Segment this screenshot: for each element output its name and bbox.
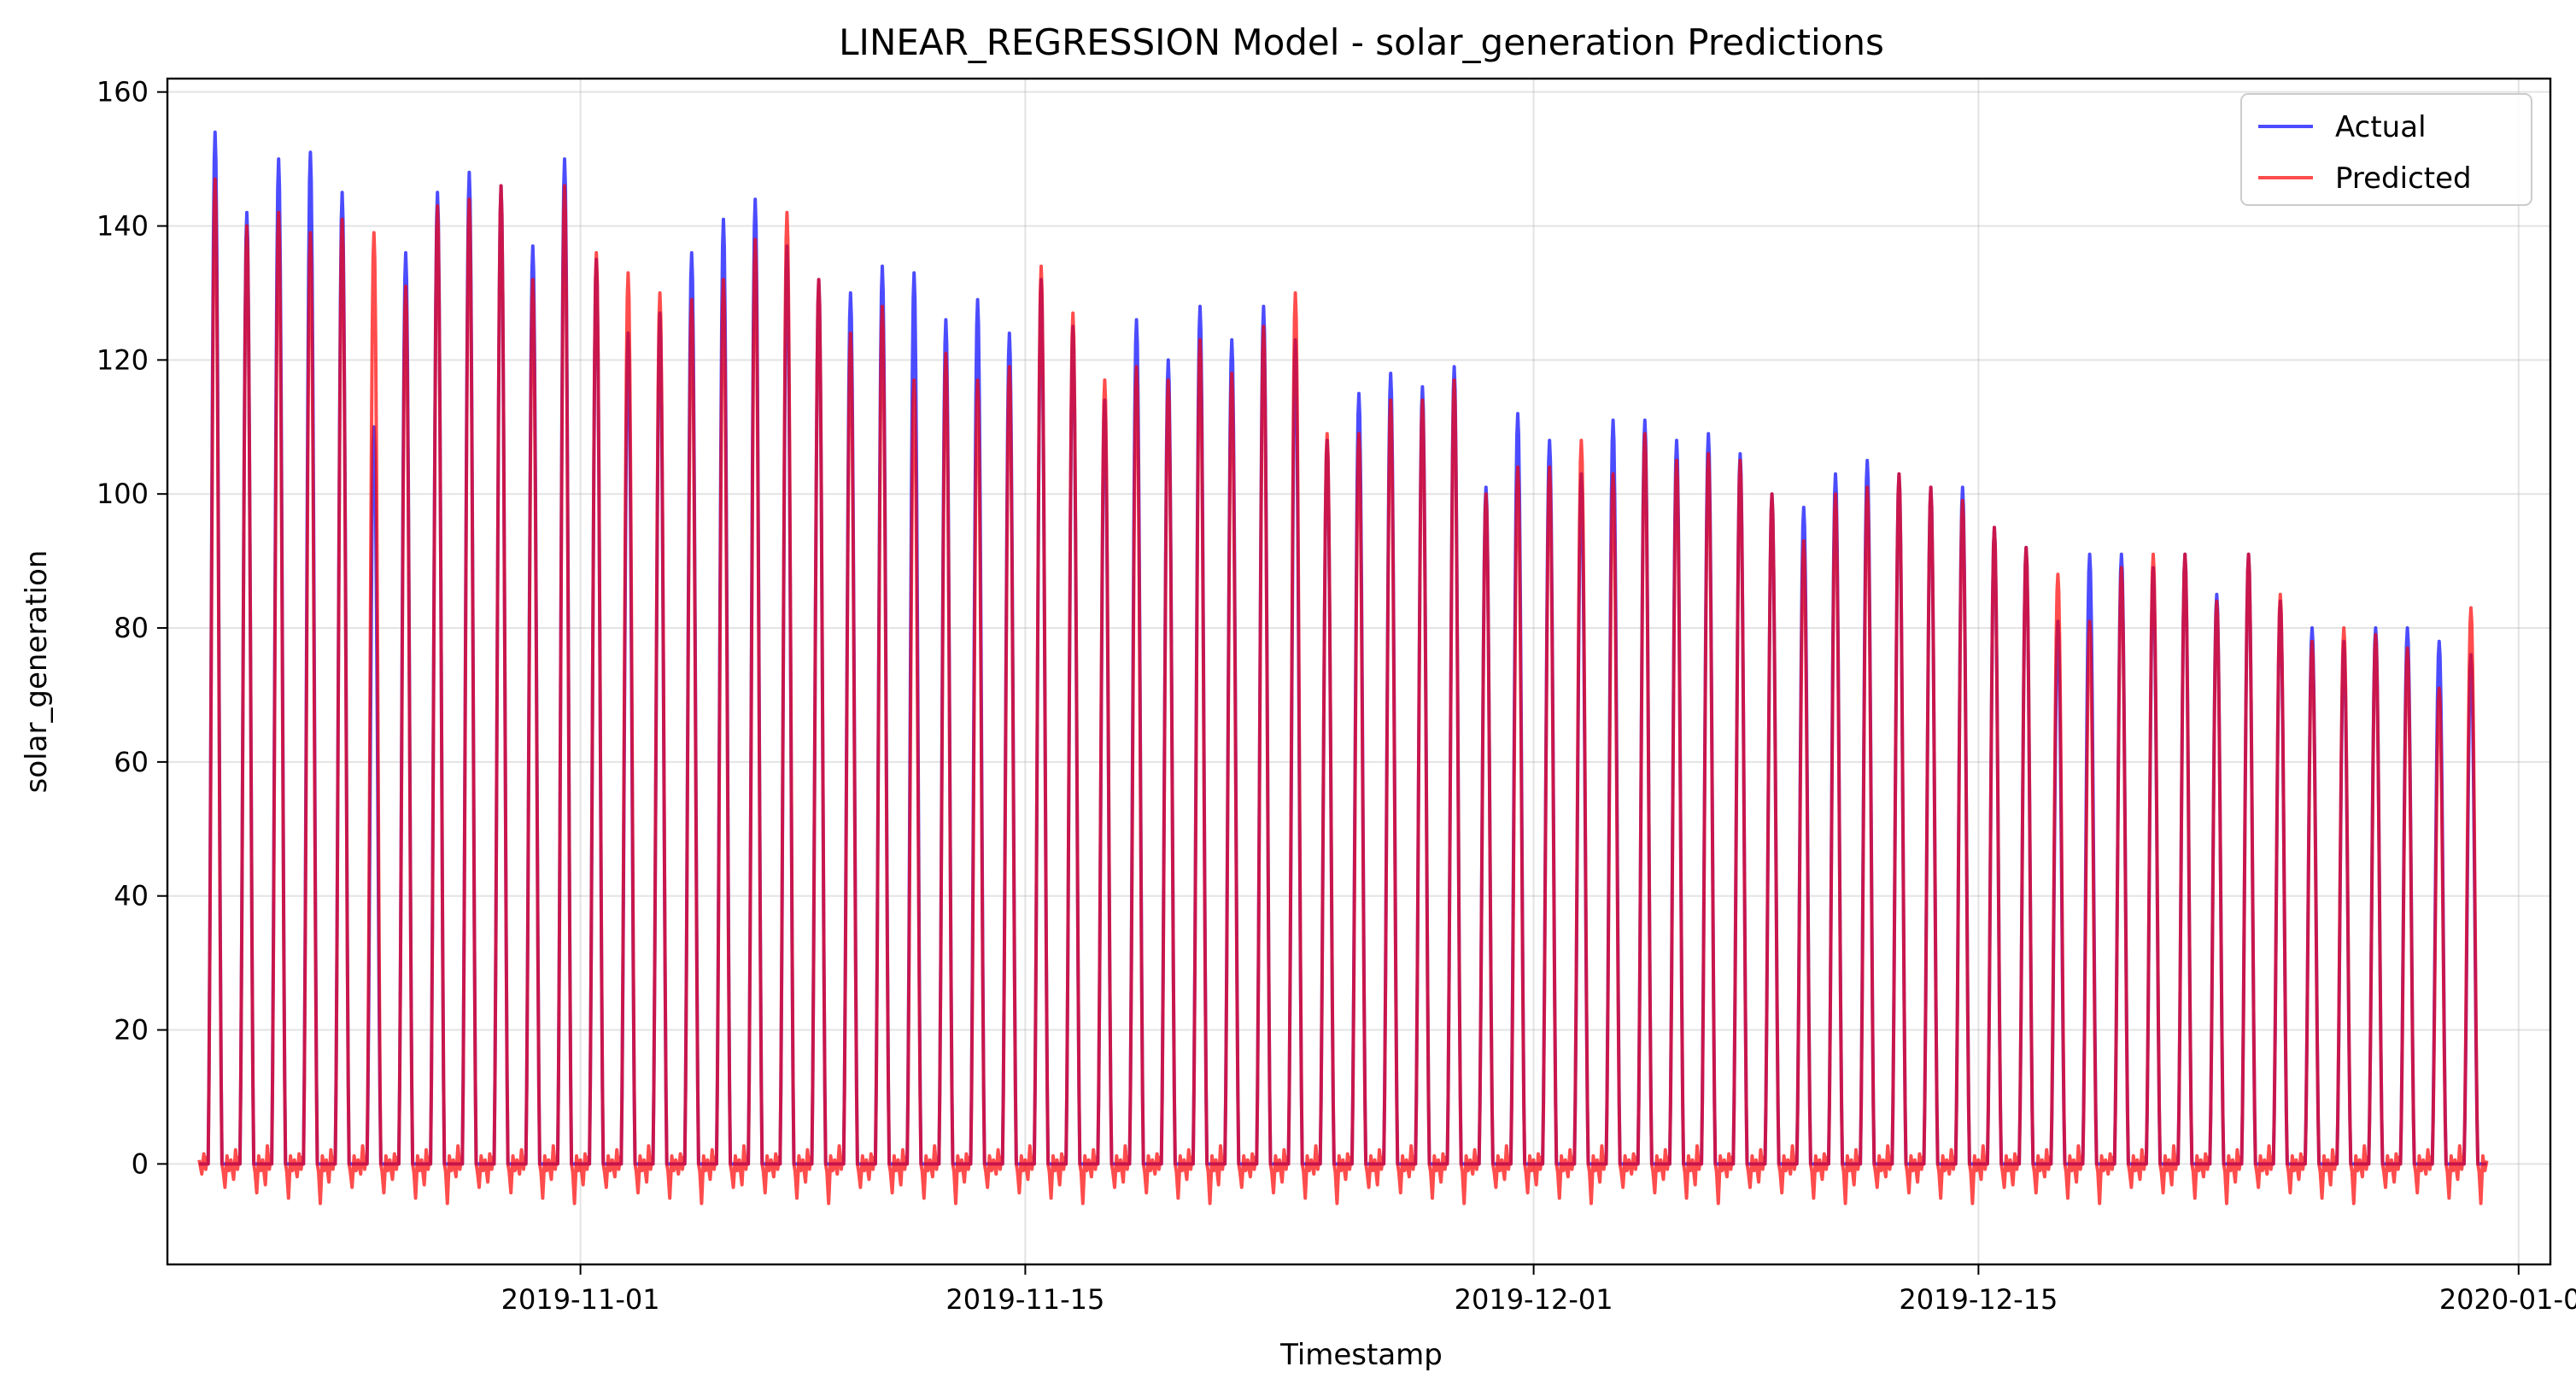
y-axis: 0 20 40 60 80 100 120 140 160 (97, 76, 167, 1180)
x-tick-label: 2019-12-15 (1899, 1283, 2058, 1316)
y-tick-label: 60 (114, 746, 149, 778)
y-tick-label: 140 (97, 210, 149, 243)
y-axis-label: solar_generation (20, 550, 54, 794)
plot-frame (166, 77, 2552, 1266)
x-axis-label: Timestamp (1279, 1338, 1443, 1372)
predicted-series-line (197, 177, 2489, 1205)
x-tick-label: 2019-11-15 (946, 1283, 1104, 1316)
y-tick-label: 120 (97, 343, 149, 376)
series-layer (197, 130, 2489, 1205)
y-tick-label: 40 (114, 880, 149, 912)
x-tick-label: 2020-01-01 (2439, 1283, 2576, 1316)
legend-label-predicted: Predicted (2335, 161, 2472, 196)
y-tick-label: 160 (97, 76, 149, 109)
y-tick-label: 80 (114, 612, 149, 644)
x-tick-label: 2019-11-01 (501, 1283, 660, 1316)
x-tick-label: 2019-12-01 (1455, 1283, 1613, 1316)
legend-label-actual: Actual (2335, 110, 2427, 144)
y-tick-label: 20 (114, 1014, 149, 1047)
x-axis: 2019-11-01 2019-11-15 2019-12-01 2019-12-15… (501, 1264, 2576, 1316)
chart-title: LINEAR_REGRESSION Model - solar_generati… (839, 21, 1884, 63)
legend: Actual Predicted (2240, 93, 2532, 206)
y-tick-label: 100 (97, 478, 149, 510)
legend-box (2240, 93, 2532, 206)
y-tick-label: 0 (132, 1147, 149, 1180)
